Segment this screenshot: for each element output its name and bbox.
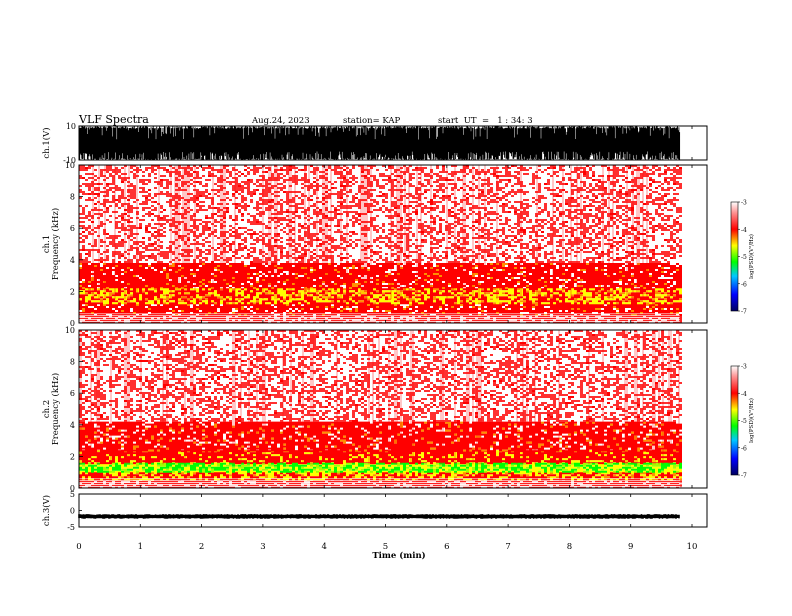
ch3-ylabel-line: ch.3(V) xyxy=(41,495,52,526)
ch2-spectrogram-ylabel: ch.2Frequency (kHz) xyxy=(42,373,61,445)
x-tick-label: 7 xyxy=(505,542,510,552)
ch1-spectrogram-ytick-label: 0 xyxy=(70,319,75,328)
ch2-colorbar-tick-label: -5 xyxy=(741,418,747,425)
ch1-colorbar-tick-label: -4 xyxy=(741,227,747,234)
figure-title: VLF Spectra xyxy=(78,113,149,126)
ch2-spectrogram-cells xyxy=(79,421,682,481)
ch2-spectrogram-ytick-label: 10 xyxy=(65,326,75,335)
x-axis: 0 1 2 3 4 5 6 7 8 9 10 Time (min) xyxy=(76,542,697,561)
ch1-spectrogram-frame xyxy=(78,164,708,324)
ch1-waveform-panel: 10 -10 ch.1(V) xyxy=(41,122,708,165)
x-tick-label: 1 xyxy=(138,542,143,552)
x-tick-label: 9 xyxy=(628,542,633,552)
ch2-spectrogram-cells xyxy=(79,330,682,422)
ch2-colorbar-gradient xyxy=(730,365,739,476)
ch1-spectrogram-cells xyxy=(79,165,682,263)
ch1-spectrogram-cells xyxy=(79,288,682,305)
ch2-spectrogram-ytick-label: 8 xyxy=(70,358,75,367)
x-tick-label: 2 xyxy=(199,542,204,552)
ch2-colorbar-tick-label: -3 xyxy=(741,364,747,371)
x-tick-label: 10 xyxy=(687,542,698,552)
ch1-spectrogram-ytick-label: 10 xyxy=(65,161,75,170)
ch2-colorbar-tick-label: -4 xyxy=(741,391,747,398)
ch2-spectrogram-ylabel-line: Frequency (kHz) xyxy=(50,373,61,445)
ch3-waveform-trace xyxy=(78,514,680,519)
x-tick-label: 5 xyxy=(383,542,388,552)
ch1-colorbar-label: log(PSD)(V²/Hz) xyxy=(748,234,755,279)
ch2-spectrogram-ytick-label: 4 xyxy=(70,421,75,430)
x-tick-label: 6 xyxy=(444,542,449,552)
header-station: station= KAP xyxy=(343,116,401,126)
ch3-ytick-label: 0 xyxy=(70,507,75,516)
x-tick-label: 8 xyxy=(567,542,572,552)
ch1-spectrogram-harmonic-lines xyxy=(79,313,680,322)
ch1-ylabel: ch.1(V) xyxy=(41,127,52,158)
ch2-spectrogram-frame xyxy=(78,329,708,489)
x-tick-label: 0 xyxy=(76,542,81,552)
ch1-colorbar-tick-label: -3 xyxy=(741,200,747,207)
x-tick-label: 4 xyxy=(321,542,326,552)
ch1-spectrogram-sferics xyxy=(92,165,648,300)
ch3-ylabel: ch.3(V) xyxy=(41,495,52,526)
ch1-colorbar-tick-label: -7 xyxy=(741,309,747,316)
ch2-spectrogram-harmonic-lines xyxy=(79,478,680,487)
x-tick-label: 3 xyxy=(260,542,265,552)
ch1-spectrogram-ylabel-line: Frequency (kHz) xyxy=(50,208,61,280)
ch1-ytick-label: -10 xyxy=(63,156,76,165)
ch1-waveform-frame xyxy=(78,125,708,161)
ch2-spectrogram-sferics xyxy=(80,330,680,465)
ch1-colorbar: -3 -4 -5 -6 -7 log(PSD)(V²/Hz) xyxy=(730,200,755,316)
ch3-waveform-frame xyxy=(78,493,708,528)
ch1-spectrogram-ytick-label: 8 xyxy=(70,193,75,202)
ch2-colorbar-tick-label: -6 xyxy=(741,445,747,452)
ch1-colorbar-gradient xyxy=(730,201,739,312)
ch1-spectrogram-cells xyxy=(79,165,682,316)
ch3-waveform-panel: 5 0 -5 ch.3(V) xyxy=(41,490,708,532)
ch2-spectrogram-cells xyxy=(82,462,679,473)
ch1-waveform-trace xyxy=(78,126,681,160)
ch3-ytick-label: -5 xyxy=(67,523,75,532)
ch1-spectrogram-ytick-label: 2 xyxy=(70,287,75,296)
ch2-spectrogram-ytick-label: 6 xyxy=(70,389,75,398)
ch1-ytick-label: 10 xyxy=(66,122,76,131)
ch1-ylabel-line: ch.1(V) xyxy=(41,127,52,158)
ch2-colorbar: -3 -4 -5 -6 -7 log(PSD)(V²/Hz) xyxy=(730,364,755,480)
ch1-spectrogram-ytick-label: 6 xyxy=(70,224,75,233)
ch2-spectrogram-cells xyxy=(79,462,682,473)
ch1-colorbar-tick-label: -5 xyxy=(741,254,747,261)
ch2-colorbar-tick-label: -7 xyxy=(741,473,747,480)
ch2-spectrogram-ytick-label: 2 xyxy=(70,452,75,461)
ch1-colorbar-tick-label: -6 xyxy=(741,281,747,288)
ch3-ytick-label: 5 xyxy=(70,490,75,499)
ch2-spectrogram-panel: 0 2 4 6 8 10 ch.2Frequency (kHz) xyxy=(42,326,708,493)
ch1-spectrogram-panel: 0 2 4 6 8 10 ch.1Frequency (kHz) xyxy=(42,161,708,328)
ch1-spectrogram-ylabel: ch.1Frequency (kHz) xyxy=(42,208,61,280)
header-start-ut: start UT = 1 : 34: 3 xyxy=(438,116,533,126)
header-date: Aug.24, 2023 xyxy=(251,116,310,126)
ch1-spectrogram-ylabel-line: ch.1 xyxy=(42,235,52,253)
ch2-spectrogram-ylabel-line: ch.2 xyxy=(42,400,52,418)
ch2-spectrogram-ytick-label: 0 xyxy=(70,484,75,493)
ch1-spectrogram-ytick-label: 4 xyxy=(70,256,75,265)
ch2-colorbar-label: log(PSD)(V²/Hz) xyxy=(748,398,755,443)
x-axis-label: Time (min) xyxy=(372,550,425,561)
